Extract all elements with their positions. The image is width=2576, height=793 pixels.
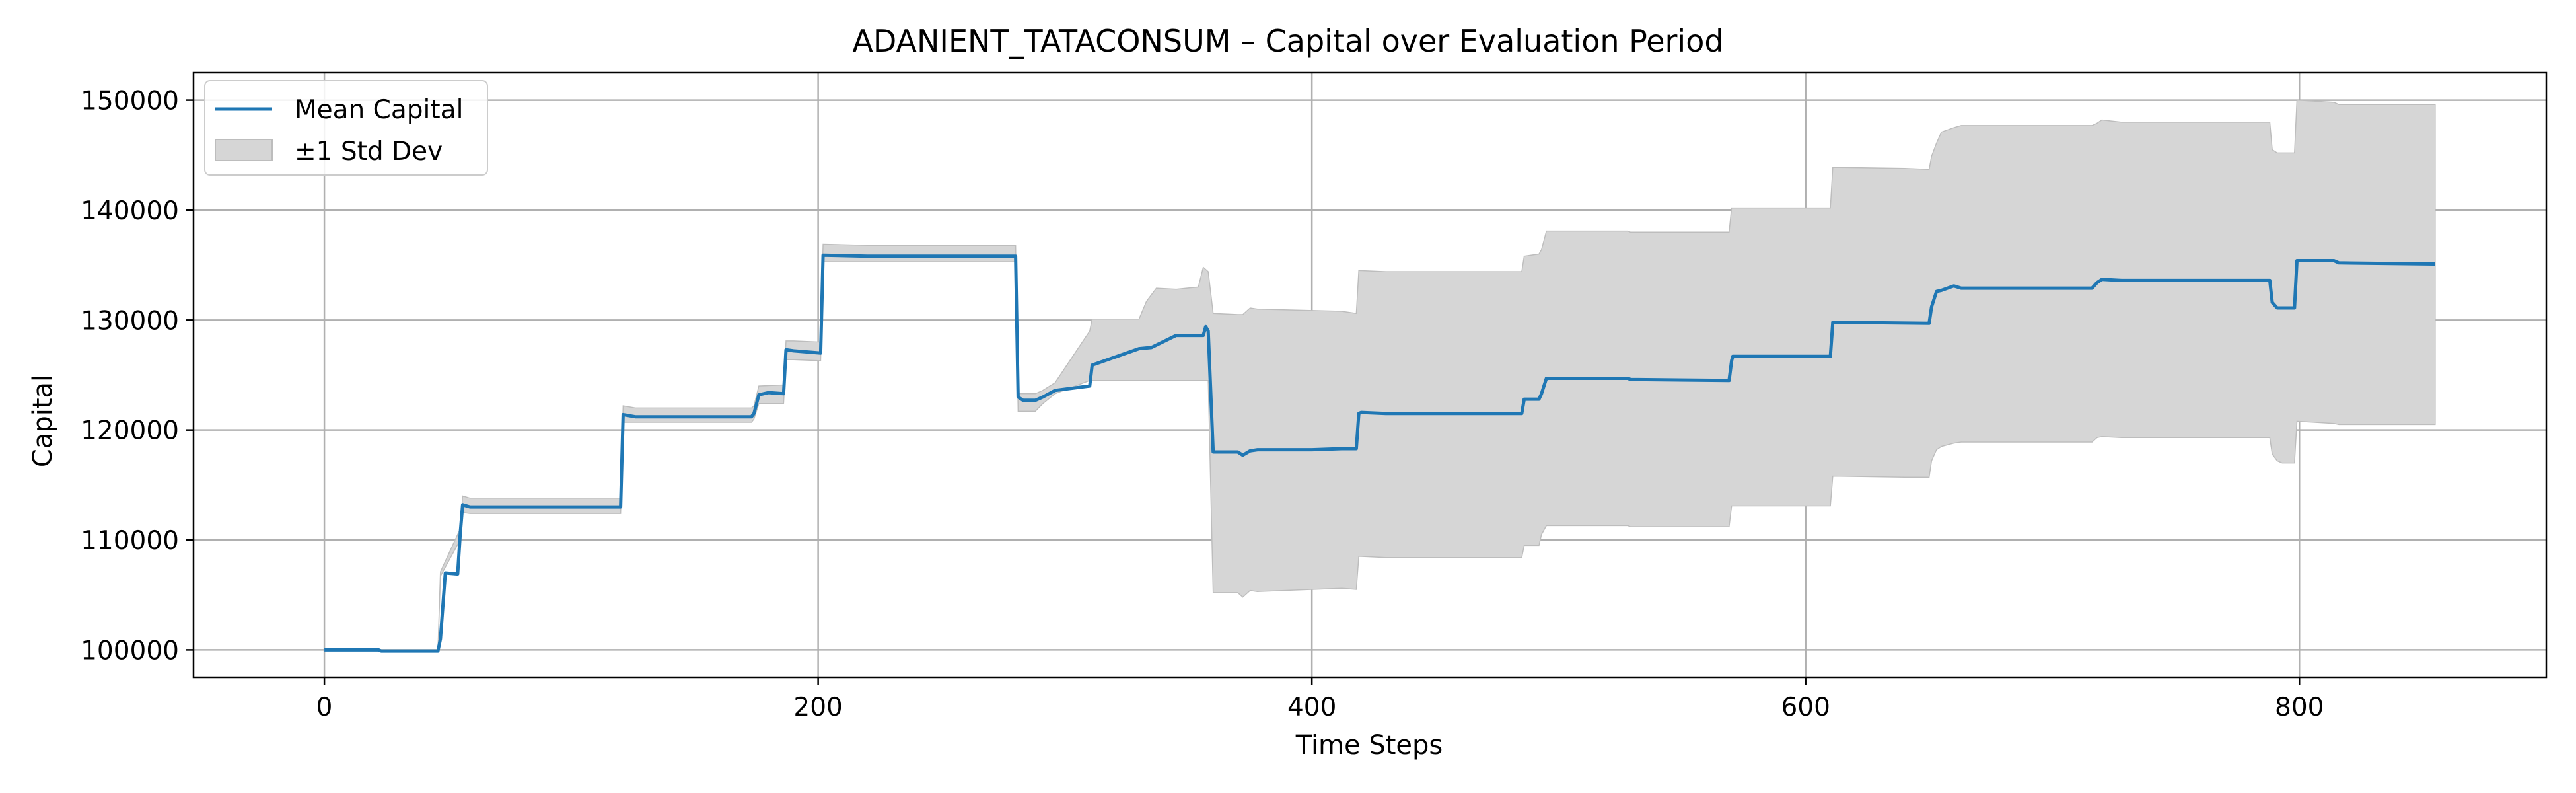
mean-capital-series <box>324 253 2435 653</box>
x-tick-label: 800 <box>2275 693 2324 722</box>
x-tick-label: 200 <box>793 693 842 722</box>
y-tick-label: 110000 <box>81 526 179 556</box>
legend-box <box>204 80 488 176</box>
y-tick-label: 140000 <box>81 196 179 226</box>
x-tick-label: 400 <box>1287 693 1336 722</box>
axis-ticks: 0 200 400 600 800 100000 110000 120000 130000 140… <box>81 87 2324 722</box>
legend: Mean Capital ±1 Std Dev <box>204 80 488 176</box>
x-tick-label: 0 <box>316 693 333 722</box>
y-tick-label: 100000 <box>81 636 179 665</box>
plot-frame <box>192 71 2548 679</box>
legend-band-label: ±1 Std Dev <box>295 137 443 167</box>
y-tick-label: 150000 <box>81 87 179 116</box>
y-tick-label: 130000 <box>81 306 179 336</box>
chart-title: ADANIENT_TATACONSUM – Capital over Evalu… <box>852 23 1723 59</box>
mean-capital-line <box>324 253 2435 653</box>
y-tick-label: 120000 <box>81 416 179 446</box>
legend-mean-label: Mean Capital <box>295 95 463 125</box>
x-tick-label: 600 <box>1781 693 1830 722</box>
x-axis-label: Time Steps <box>1295 730 1443 761</box>
y-axis-label: Capital <box>28 375 58 467</box>
legend-band-swatch <box>215 139 273 161</box>
